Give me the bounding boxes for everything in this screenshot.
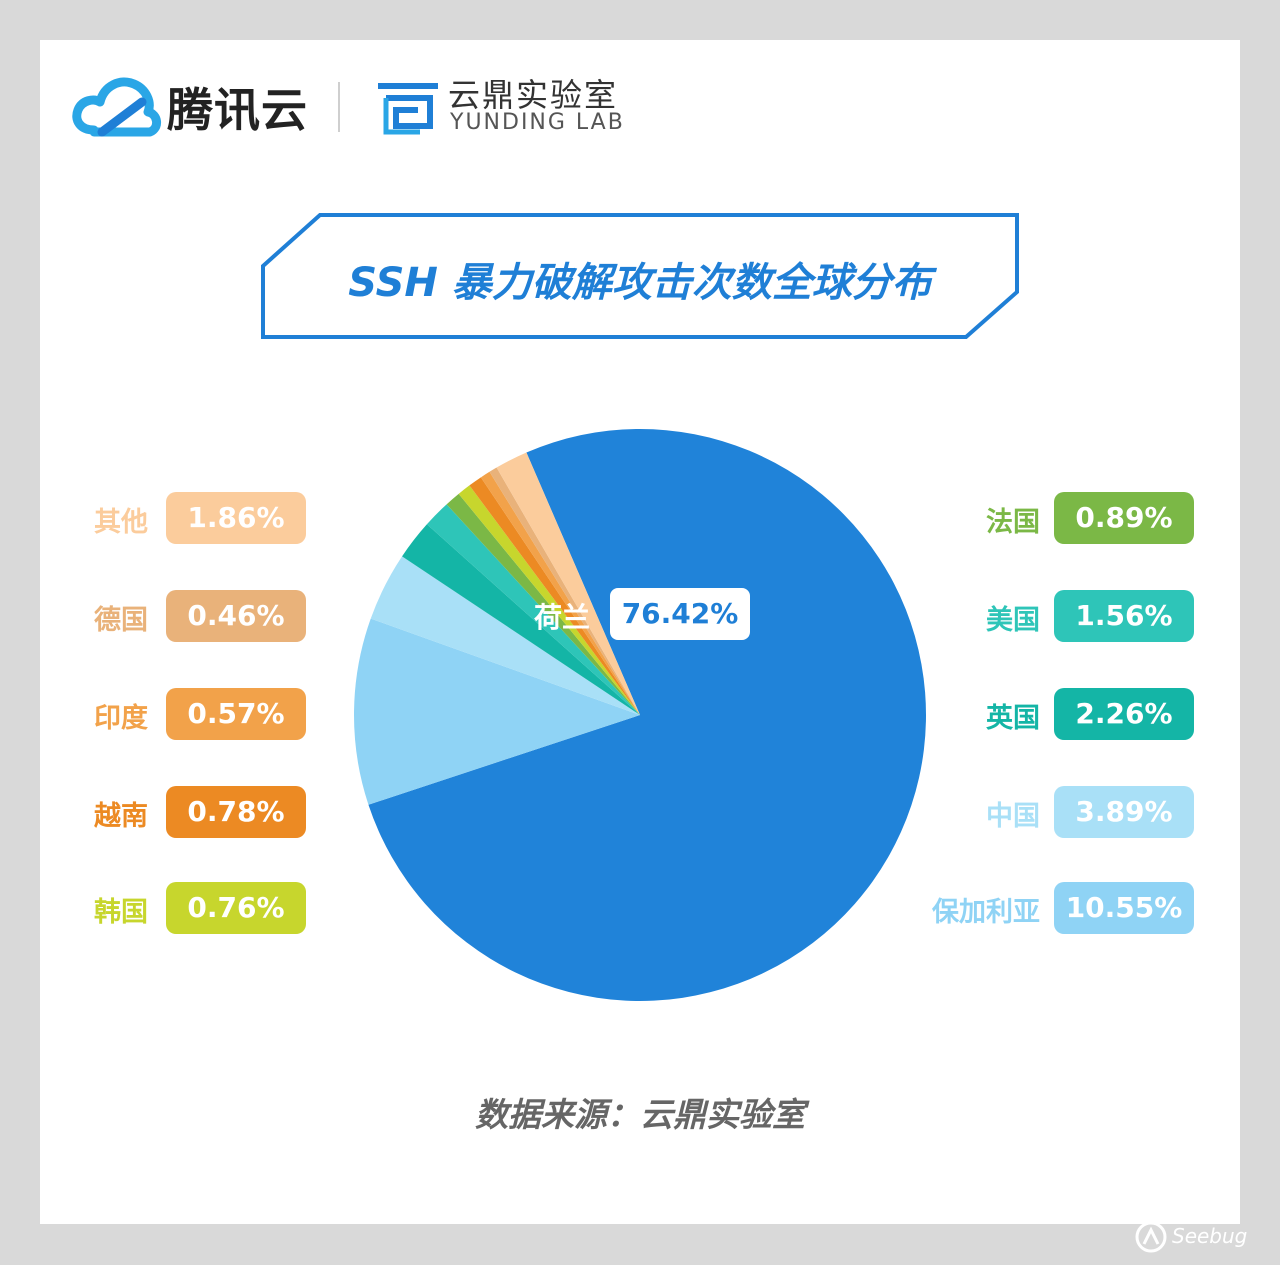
legend-name-left-2: 印度 — [94, 703, 148, 734]
pie-slice-2 — [370, 556, 640, 715]
legend-value-right-4: 10.55% — [1054, 882, 1194, 934]
pie-slice-6 — [458, 485, 640, 715]
chart-title-box: SSH 暴力破解攻击次数全球分布 — [260, 212, 1020, 340]
legend-name-right-1: 美国 — [986, 605, 1040, 636]
pie-slice-0 — [368, 429, 926, 1001]
legend-value-right-0: 0.89% — [1054, 492, 1194, 544]
brand-name: 腾讯云 — [167, 83, 308, 137]
legend-name-right-0: 法国 — [986, 507, 1040, 538]
pie-slice-7 — [469, 477, 640, 715]
pie-chart — [354, 429, 926, 1001]
pie-slice-10 — [496, 452, 640, 715]
seebug-watermark: Seebug — [1134, 1220, 1274, 1256]
pie-label-netherlands: 荷兰 — [534, 601, 591, 634]
watermark-text: Seebug — [1172, 1224, 1248, 1248]
cloud-icon — [72, 77, 161, 137]
pie-slice-9 — [489, 467, 640, 715]
legend-value-left-4: 0.76% — [166, 882, 306, 934]
legend-name-right-2: 英国 — [986, 703, 1040, 734]
lab-name-en: YUNDING LAB — [450, 110, 625, 135]
lab-name-cn: 云鼎实验室 — [448, 76, 619, 114]
legend-value-left-3: 0.78% — [166, 786, 306, 838]
legend-value-left-2: 0.57% — [166, 688, 306, 740]
pie-slice-3 — [402, 524, 640, 715]
pie-slice-8 — [480, 471, 640, 715]
pie-slice-4 — [426, 504, 640, 715]
legend-name-left-1: 德国 — [94, 605, 148, 636]
legend-value-right-1: 1.56% — [1054, 590, 1194, 642]
legend-name-left-0: 其他 — [94, 507, 148, 538]
legend-value-right-3: 3.89% — [1054, 786, 1194, 838]
pie-value-netherlands: 76.42% — [610, 588, 750, 640]
pie-slice-5 — [446, 493, 640, 715]
legend-name-right-4: 保加利亚 — [932, 897, 1040, 928]
legend-name-left-3: 越南 — [94, 801, 148, 832]
legend-name-left-4: 韩国 — [94, 897, 148, 928]
logo-divider — [338, 82, 340, 132]
legend-value-right-2: 2.26% — [1054, 688, 1194, 740]
pie-slice-1 — [354, 618, 640, 805]
legend-value-left-0: 1.86% — [166, 492, 306, 544]
data-source: 数据来源：云鼎实验室 — [475, 1095, 805, 1134]
tencent-cloud-logo: 腾讯云 — [72, 68, 342, 140]
seebug-icon — [1135, 1221, 1167, 1253]
yunding-lab-logo: 云鼎实验室 YUNDING LAB — [372, 68, 652, 140]
yunding-emblem-icon — [378, 83, 438, 135]
legend-value-left-1: 0.46% — [166, 590, 306, 642]
legend-name-right-3: 中国 — [986, 801, 1040, 832]
chart-title: SSH 暴力破解攻击次数全球分布 — [348, 260, 932, 306]
title-frame — [261, 213, 1019, 339]
